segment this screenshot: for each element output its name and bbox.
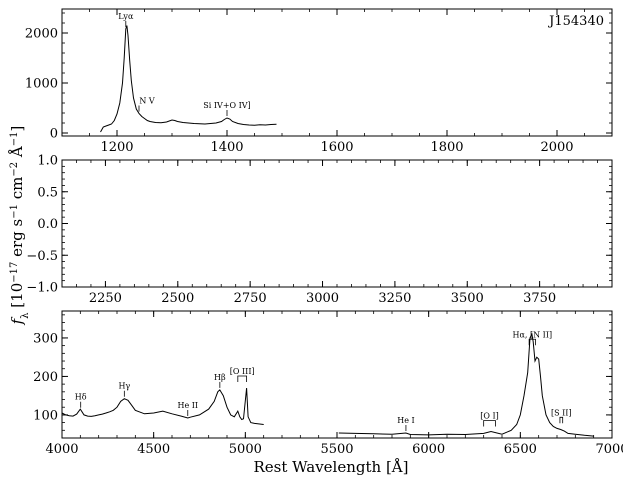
x-tick-label: 5000 — [229, 442, 262, 457]
annotation-bracket — [237, 375, 248, 382]
panel-bottom: 4000 4500 5000 5500 6000 6500 7000 100 200 300 Hδ H… — [33, 310, 623, 457]
x-tick-label: 6000 — [412, 442, 445, 457]
line-annotation: He I — [397, 416, 414, 425]
x-tick-label: 5500 — [320, 442, 353, 457]
line-annotation: [O I] — [480, 412, 499, 421]
y-tick-label: 1000 — [25, 77, 58, 92]
y-tick-label: 0 — [50, 127, 58, 142]
line-annotation: N V — [139, 97, 155, 106]
x-tick-label: 2250 — [89, 291, 122, 306]
spectrum-line — [61, 387, 264, 425]
object-label: J154340 — [547, 14, 604, 29]
y-tick-label: −0.5 — [26, 249, 58, 264]
panel-top: 1200 1400 1600 1800 2000 0 1000 2000 Lyα N V Si IV… — [25, 8, 613, 155]
y-tick-label: 200 — [33, 370, 58, 385]
y-axis-label: fλ [10−17 erg s−1 cm−2 Å−1] — [8, 126, 31, 326]
line-annotation: Lyα — [118, 12, 134, 21]
y-tick-label: 300 — [33, 331, 58, 346]
line-annotation: He II — [177, 401, 198, 410]
x-tick-label: 4500 — [137, 442, 170, 457]
x-tick-label: 3250 — [378, 291, 411, 306]
y-tick-label: 0.0 — [37, 217, 58, 232]
y-tick-label: −1.0 — [26, 281, 58, 296]
line-annotation: [O III] — [230, 367, 255, 376]
panel-middle: 2250 2500 2750 3000 3250 3500 3750 −1.0 −0.5 0.0 0… — [26, 154, 613, 306]
y-tick-label: 100 — [33, 408, 58, 423]
panel-frame — [61, 8, 613, 137]
panel-frame — [61, 159, 613, 288]
y-tick-label: 2000 — [25, 27, 58, 42]
x-tick-label: 1200 — [100, 140, 133, 155]
x-tick-label: 4000 — [45, 442, 78, 457]
annotation-bracket — [528, 338, 536, 346]
x-tick-label: 2750 — [234, 291, 267, 306]
spectrum-line — [100, 25, 277, 133]
x-tick-label: 3750 — [523, 291, 556, 306]
x-tick-label: 3500 — [451, 291, 484, 306]
x-tick-label: 1600 — [320, 140, 353, 155]
y-tick-label: 0.5 — [37, 185, 58, 200]
x-tick-label: 1400 — [210, 140, 243, 155]
line-annotation: Hα, [N II] — [513, 330, 553, 339]
x-tick-label: 2000 — [540, 140, 573, 155]
x-axis-label: Rest Wavelength [Å] — [253, 458, 408, 476]
line-annotation: Hγ — [118, 382, 130, 391]
x-tick-label: 2500 — [161, 291, 194, 306]
x-tick-label: 1800 — [430, 140, 463, 155]
annotation-bracket — [483, 420, 496, 427]
y-tick-label: 1.0 — [37, 154, 58, 169]
annotation-bracket — [559, 416, 564, 424]
line-annotation: Hδ — [75, 393, 87, 402]
x-tick-label: 7000 — [595, 442, 623, 457]
line-annotation: [S II] — [551, 408, 572, 417]
line-annotation: Hβ — [214, 373, 226, 382]
line-annotation: Si IV+O IV] — [203, 101, 250, 110]
x-tick-label: 3000 — [306, 291, 339, 306]
spectrum-line — [338, 332, 594, 437]
x-tick-label: 6500 — [504, 442, 537, 457]
